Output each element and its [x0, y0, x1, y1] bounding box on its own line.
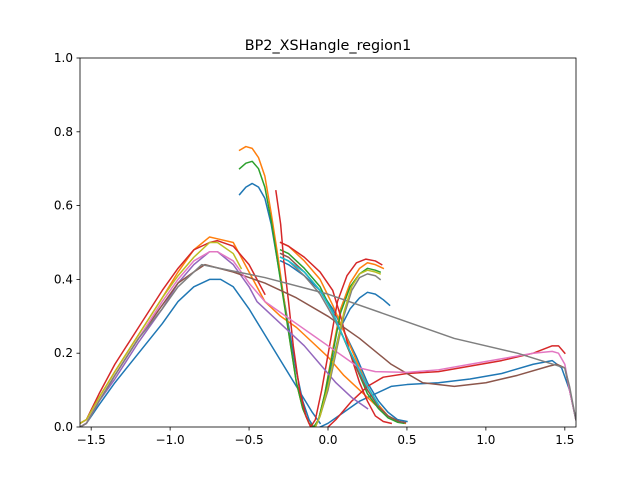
series-line-14: [80, 250, 369, 427]
x-axis: −1.5 −1.0 −0.5 0.0 0.5 1.0 1.5: [77, 427, 574, 447]
series-line-22: [314, 269, 382, 427]
x-tick-label: 1.5: [555, 433, 574, 447]
x-tick-label: 1.0: [476, 433, 495, 447]
x-tick-label: 0.0: [318, 433, 337, 447]
y-axis: 0.0 0.2 0.4 0.6 0.8 1.0: [54, 51, 80, 434]
series-line-1: [80, 278, 322, 427]
x-tick-label: −1.5: [77, 433, 106, 447]
x-tick-label: −0.5: [234, 433, 263, 447]
y-tick-label: 0.6: [54, 199, 73, 213]
series-line-23: [279, 256, 380, 406]
y-tick-label: 1.0: [54, 51, 73, 65]
series-group: [80, 145, 576, 427]
series-line-12: [279, 241, 393, 425]
series-line-10: [80, 239, 266, 425]
y-tick-label: 0.4: [54, 272, 73, 286]
x-tick-label: −1.0: [156, 433, 185, 447]
x-tick-label: 0.5: [397, 433, 416, 447]
series-line-11: [275, 189, 383, 427]
series-line-17: [80, 250, 576, 427]
chart-title: BP2_XSHangle_region1: [245, 38, 412, 54]
y-tick-label: 0.8: [54, 125, 73, 139]
series-line-2: [238, 182, 391, 427]
series-line-18: [80, 263, 576, 427]
series-line-21: [80, 241, 243, 425]
series-line-13: [326, 345, 566, 427]
y-tick-label: 0.2: [54, 346, 73, 360]
y-tick-label: 0.0: [54, 420, 73, 434]
